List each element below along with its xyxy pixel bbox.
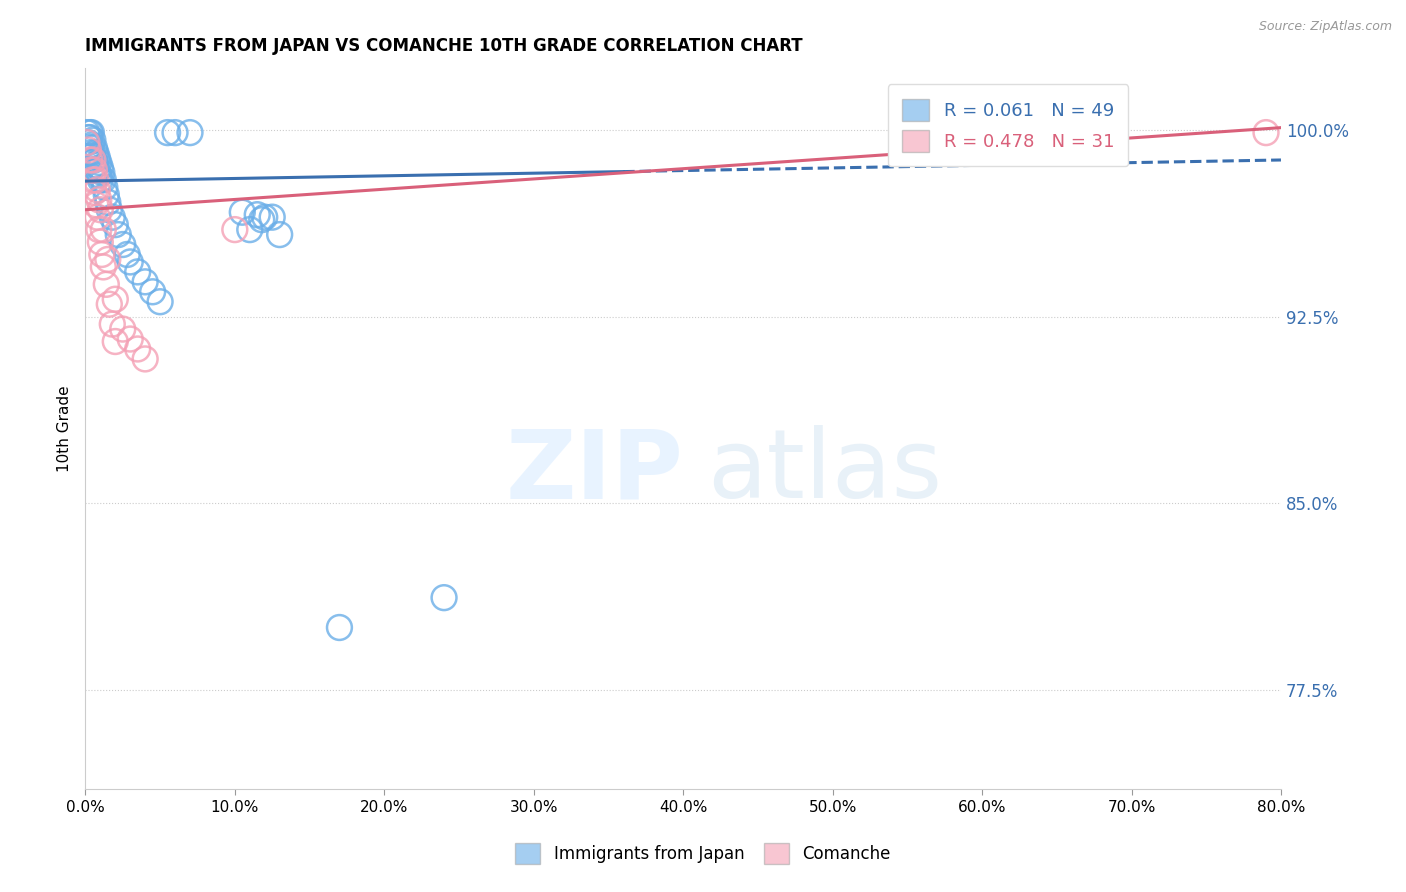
Y-axis label: 10th Grade: 10th Grade	[58, 385, 72, 472]
Point	[115, 247, 138, 261]
Point	[91, 260, 114, 274]
Point	[149, 294, 172, 309]
Point	[82, 148, 104, 162]
Point	[82, 133, 104, 147]
Point	[127, 265, 149, 279]
Point	[90, 247, 112, 261]
Point	[127, 342, 149, 356]
Point	[86, 183, 108, 197]
Point	[101, 210, 124, 224]
Point	[80, 138, 103, 153]
Point	[82, 173, 104, 187]
Point	[120, 255, 142, 269]
Point	[253, 210, 276, 224]
Point	[90, 165, 112, 179]
Point	[104, 334, 127, 349]
Point	[134, 275, 156, 289]
Point	[87, 155, 110, 169]
Point	[77, 130, 100, 145]
Legend: R = 0.061   N = 49, R = 0.478   N = 31: R = 0.061 N = 49, R = 0.478 N = 31	[887, 84, 1129, 166]
Point	[83, 186, 105, 200]
Point	[82, 153, 104, 167]
Text: atlas: atlas	[707, 425, 942, 518]
Point	[77, 136, 100, 150]
Point	[87, 222, 110, 236]
Point	[246, 208, 269, 222]
Point	[262, 210, 284, 224]
Point	[120, 332, 142, 346]
Point	[94, 180, 117, 194]
Point	[89, 202, 111, 217]
Point	[84, 198, 107, 212]
Point	[142, 285, 165, 299]
Point	[91, 173, 114, 187]
Point	[1254, 126, 1277, 140]
Point	[83, 163, 105, 178]
Point	[89, 173, 111, 187]
Point	[104, 292, 127, 306]
Point	[231, 205, 253, 219]
Point	[79, 130, 101, 145]
Point	[89, 235, 111, 249]
Point	[163, 126, 186, 140]
Point	[91, 222, 114, 236]
Point	[224, 222, 246, 236]
Point	[134, 351, 156, 366]
Point	[111, 322, 134, 336]
Point	[111, 237, 134, 252]
Point	[250, 212, 273, 227]
Point	[80, 163, 103, 178]
Point	[156, 126, 179, 140]
Point	[83, 140, 105, 154]
Point	[239, 222, 262, 236]
Point	[76, 136, 98, 150]
Point	[86, 151, 108, 165]
Point	[79, 126, 101, 140]
Point	[98, 202, 121, 217]
Point	[101, 317, 124, 331]
Point	[98, 297, 121, 311]
Point	[87, 168, 110, 182]
Point	[79, 153, 101, 167]
Point	[96, 187, 118, 202]
Point	[83, 153, 105, 167]
Point	[269, 227, 291, 242]
Point	[80, 145, 103, 160]
Point	[80, 126, 103, 140]
Point	[84, 158, 107, 172]
Point	[87, 193, 110, 207]
Point	[97, 195, 120, 210]
Point	[328, 620, 350, 634]
Point	[84, 145, 107, 160]
Point	[76, 126, 98, 140]
Point	[84, 173, 107, 187]
Point	[77, 143, 100, 157]
Point	[97, 252, 120, 267]
Legend: Immigrants from Japan, Comanche: Immigrants from Japan, Comanche	[509, 837, 897, 871]
Point	[107, 227, 129, 242]
Text: Source: ZipAtlas.com: Source: ZipAtlas.com	[1258, 20, 1392, 33]
Point	[89, 161, 111, 175]
Point	[79, 140, 101, 154]
Point	[96, 277, 118, 292]
Point	[86, 210, 108, 224]
Point	[179, 126, 201, 140]
Text: ZIP: ZIP	[505, 425, 683, 518]
Text: IMMIGRANTS FROM JAPAN VS COMANCHE 10TH GRADE CORRELATION CHART: IMMIGRANTS FROM JAPAN VS COMANCHE 10TH G…	[86, 37, 803, 55]
Point	[433, 591, 456, 605]
Point	[104, 218, 127, 232]
Point	[86, 163, 108, 178]
